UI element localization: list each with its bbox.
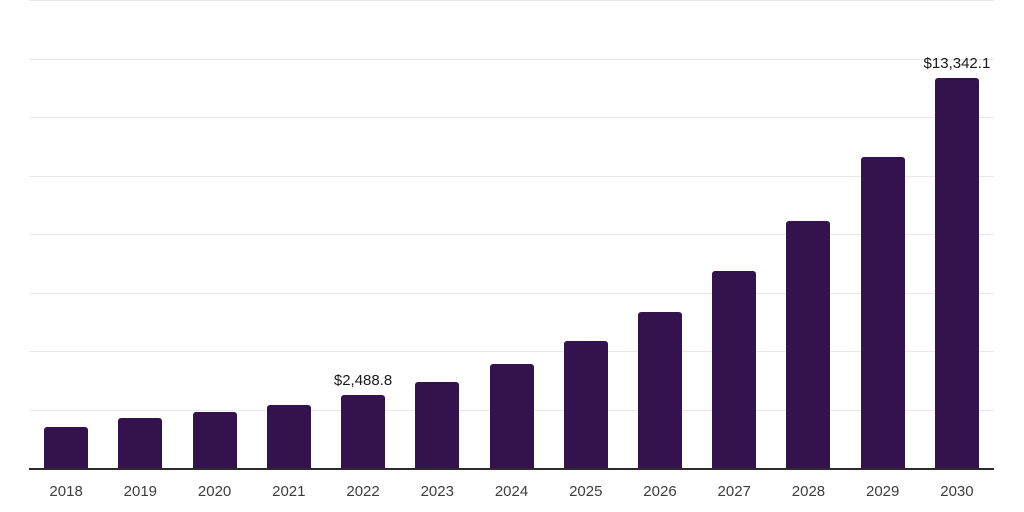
x-tick-2030: 2030: [940, 483, 974, 500]
gridline: [29, 0, 994, 1]
bar-2027: [712, 271, 757, 468]
x-tick-2020: 2020: [197, 483, 232, 500]
x-tick-2024: 2024: [494, 483, 529, 500]
bar-slot-2022: $2,488.8: [326, 0, 400, 468]
data-label-2030: $13,342.1: [923, 54, 991, 72]
bar-slot-2029: [846, 0, 920, 468]
x-tick-2018: 2018: [49, 483, 83, 500]
bar-2025: [563, 341, 608, 468]
gridline: [29, 351, 994, 352]
bar-2019: [118, 418, 163, 468]
bar-2029: [860, 156, 905, 468]
gridline: [29, 117, 994, 118]
gridline: [29, 292, 994, 294]
x-tick-2021: 2021: [272, 483, 306, 500]
bar-slot-2020: [177, 0, 251, 468]
x-tick-2026: 2026: [643, 483, 677, 500]
x-tick-2025: 2025: [569, 483, 603, 500]
x-tick-2029: 2029: [866, 483, 900, 500]
x-tick-2023: 2023: [420, 483, 454, 500]
bar-2018: [44, 427, 89, 468]
bar-2030: [934, 77, 979, 468]
bar-2021: [266, 405, 311, 468]
bar-2026: [637, 311, 682, 468]
bar-slot-2024: [474, 0, 548, 468]
bar-2023: [415, 382, 460, 468]
data-label-2022: $2,488.8: [333, 372, 393, 390]
x-tick-2019: 2019: [123, 483, 158, 500]
x-axis-line: [29, 468, 994, 470]
bar-2028: [786, 220, 831, 468]
bar-slot-2023: [400, 0, 474, 468]
bar-2020: [192, 412, 237, 468]
x-tick-2022: 2022: [346, 483, 380, 500]
bar-slot-2025: [549, 0, 623, 468]
bar-slot-2026: [623, 0, 697, 468]
bar-slot-2028: [771, 0, 845, 468]
bar-2022: [341, 395, 386, 468]
gridline: [29, 175, 994, 177]
bar-slot-2030: $13,342.1: [920, 0, 994, 468]
bars-row: $2,488.8 $13,342.1: [29, 0, 994, 468]
bar-slot-2021: [252, 0, 326, 468]
bar-slot-2027: [697, 0, 771, 468]
bar-slot-2019: [103, 0, 177, 468]
bar-slot-2018: [29, 0, 103, 468]
gridline: [29, 58, 994, 60]
bar-2024: [489, 364, 534, 468]
gridline: [29, 234, 994, 235]
plot-area: $2,488.8 $13,342.1: [29, 0, 994, 468]
x-tick-2027: 2027: [717, 483, 751, 500]
x-tick-2028: 2028: [791, 483, 826, 500]
x-axis-tick-labels: 2018 2019 2020 2021 2022 2023 2024 2025 2026 2027…: [29, 483, 994, 501]
